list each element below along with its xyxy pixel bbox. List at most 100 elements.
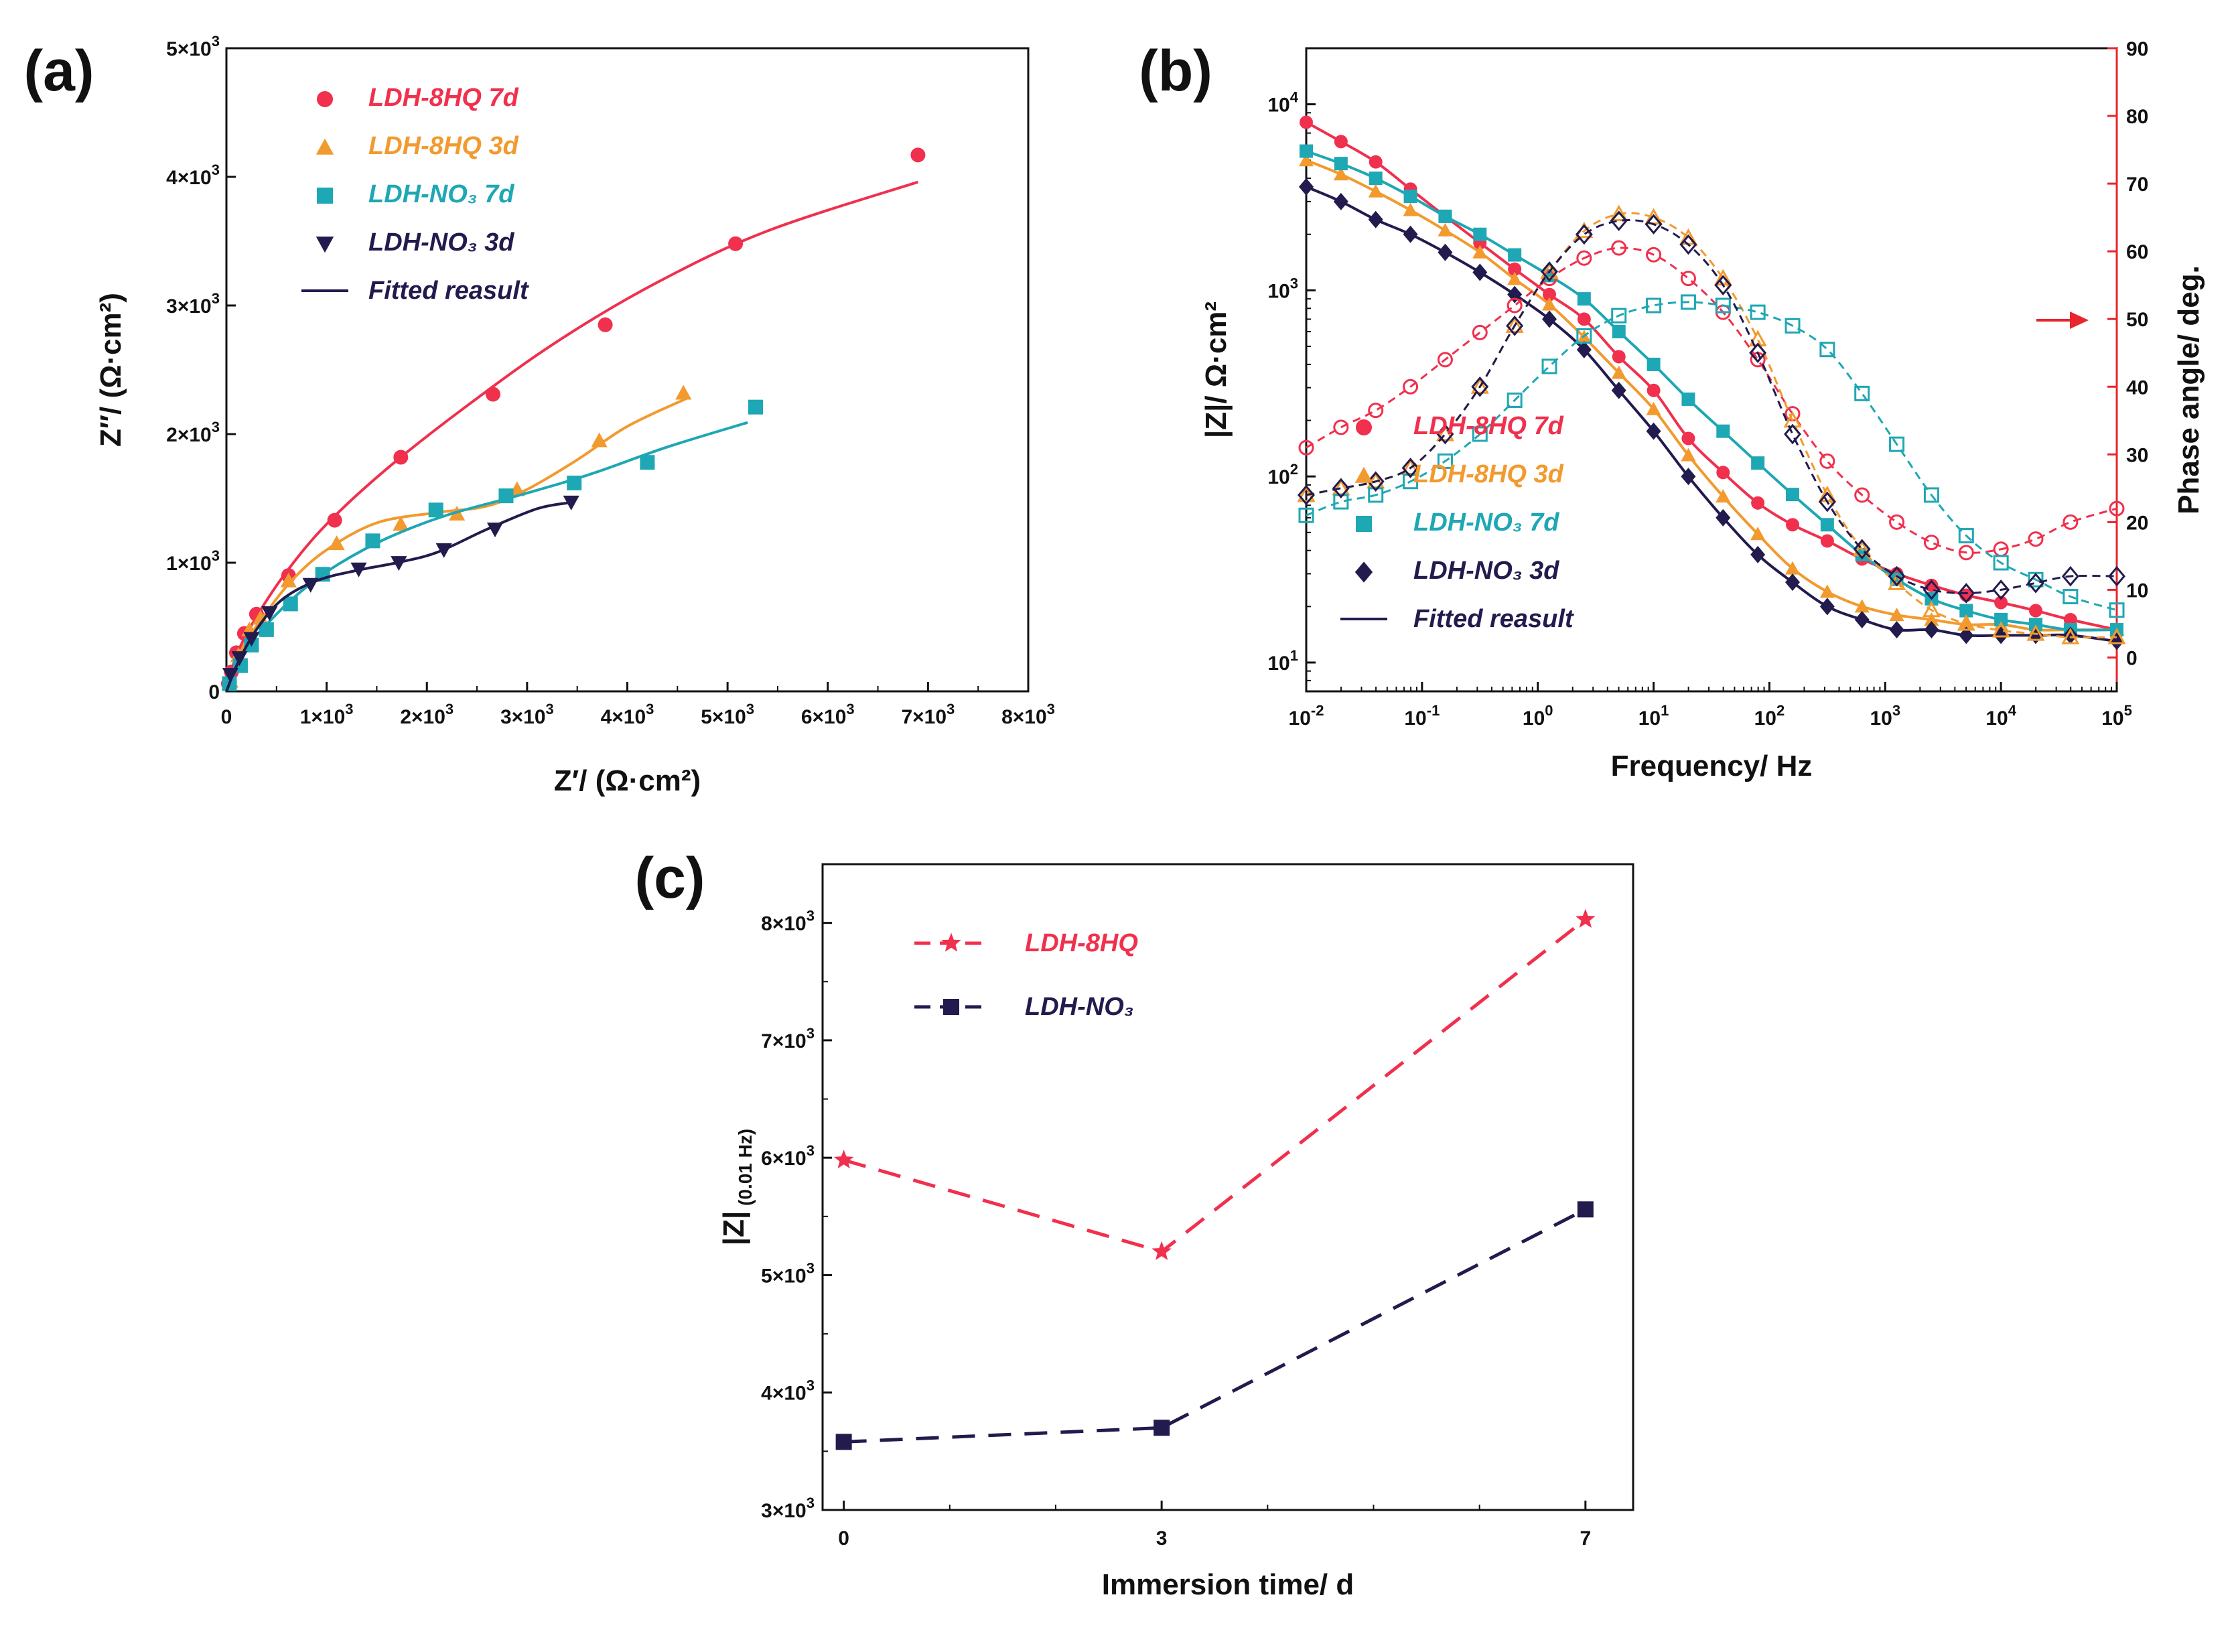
panel-b-y2-tick-label: 20 [2126, 512, 2148, 534]
panel-b-phase-point [1957, 583, 1975, 604]
panel-a-legend-marker [317, 188, 333, 204]
panel-b-phase-point [1854, 487, 1870, 503]
panel-b-modulus-point [1368, 210, 1383, 228]
panel-b-x-tick-label: 103 [1870, 702, 1900, 730]
panel-b-x-axis-label: Frequency/ Hz [1611, 750, 1813, 782]
panel-b-phase-point [1923, 487, 1939, 503]
panel-a-legend-marker [316, 236, 334, 253]
panel-b-phase-point [1298, 507, 1314, 523]
panel-b-modulus-point [1299, 153, 1314, 167]
panel-a-data-point [350, 562, 367, 577]
panel-c-legend-marker [943, 999, 959, 1015]
panel-a-x-tick-label: 3×103 [500, 701, 554, 728]
panel-b-legend-marker [1354, 466, 1373, 483]
panel-b-phase-point [1645, 214, 1663, 235]
panel-b-label: (b) [1139, 39, 1212, 103]
panel-b-modulus-point [1612, 325, 1626, 339]
panel-a-data-point [393, 516, 409, 531]
panel-b-phase-point [1298, 484, 1315, 506]
panel-b-modulus-point [1681, 431, 1695, 445]
panel-b-modulus-point [1438, 243, 1453, 261]
panel-a-y-tick-label: 4×103 [166, 161, 220, 189]
panel-b-phase-point [1818, 491, 1836, 512]
panel-b-x-tick-label: 100 [1523, 702, 1553, 730]
panel-b-modulus-point [1299, 178, 1314, 196]
panel-a-data-point [243, 632, 260, 647]
panel-b-modulus-point [1959, 626, 1974, 644]
panel-a-x-tick-label: 7×103 [901, 701, 955, 728]
panel-a-data-point [435, 543, 452, 558]
panel-b-modulus-point [1577, 312, 1591, 326]
panel-a-data-point [393, 450, 409, 465]
panel-b-modulus-point [1542, 310, 1557, 328]
panel-b-modulus-point [1334, 157, 1348, 171]
panel-a-x-tick-label: 1×103 [300, 701, 354, 728]
panel-b-phase-point [1437, 453, 1453, 469]
panel-a-data-point [328, 535, 345, 551]
panel-b-modulus-point [1750, 545, 1766, 563]
panel-c-y-tick-label: 3×103 [761, 1495, 815, 1522]
panel-b-modulus-point [1508, 262, 1522, 276]
panel-b-phase-point [1611, 307, 1627, 324]
panel-b-modulus-point [1786, 488, 1799, 502]
panel-a-data-point [283, 596, 298, 612]
panel-b-phase-point [1819, 453, 1835, 469]
panel-b-bode: (b)10-2 10-1 100 101 102 103 104 10510110210310… [1139, 38, 2205, 782]
panel-b-legend-marker [1354, 561, 1373, 583]
panel-a-legend-label: LDH-NO₃ 3d [368, 228, 514, 257]
panel-b-phase-point [1750, 304, 1766, 320]
panel-b-y-tick-label: 101 [1267, 647, 1298, 675]
panel-b-phase-arrowhead [2070, 312, 2089, 329]
panel-b-modulus-point [1994, 596, 2008, 610]
panel-a-data-point [728, 236, 744, 251]
panel-a-data-point [252, 610, 269, 625]
panel-a-nyquist: (a) 0 1×103 2×103 3×103 4×103 5×103 6×103 7×103 8… [23, 33, 1054, 797]
panel-c-y-axis-label: |Z| (0.01 Hz) [717, 1129, 756, 1245]
panel-c-data-point [1577, 1201, 1594, 1218]
panel-b-y-axis-label: |Z|/ Ω·cm² [1200, 301, 1233, 438]
panel-b-phase-point [1437, 352, 1453, 368]
panel-b-phase-point [1853, 539, 1872, 557]
panel-b-legend-label: LDH-8HQ 3d [1413, 460, 1564, 488]
panel-b-phase-point [1541, 261, 1558, 282]
panel-a-legend-label: Fitted reasult [368, 277, 529, 305]
panel-b-phase-point [2027, 572, 2044, 594]
panel-b-legend-marker [1356, 516, 1372, 532]
panel-a-data-point [486, 387, 501, 402]
panel-b-y2-tick-label: 40 [2126, 376, 2148, 399]
panel-b-phase-point [1819, 342, 1835, 358]
panel-b-phase-point [2109, 500, 2125, 517]
panel-b-y2-tick-label: 80 [2126, 106, 2148, 128]
panel-b-modulus-point [1716, 508, 1731, 527]
panel-b-legend-label: LDH-8HQ 7d [1413, 412, 1564, 440]
panel-b-phase-point [1610, 210, 1628, 232]
panel-b-phase-point [1472, 324, 1488, 340]
panel-b-modulus-point [1924, 621, 1939, 639]
panel-a-x-tick-label: 5×103 [701, 701, 754, 728]
panel-a-y-tick-label: 1×103 [166, 547, 220, 575]
panel-c-x-axis-label: Immersion time/ d [1102, 1568, 1354, 1601]
panel-a-fit-line [225, 421, 748, 692]
panel-b-phase-point [2108, 565, 2125, 587]
panel-a-x-tick-label: 6×103 [801, 701, 855, 728]
panel-b-phase-fit-line [1306, 219, 2117, 595]
panel-b-modulus-point [1786, 518, 1799, 532]
panel-c-data-point [1576, 908, 1596, 928]
panel-c-x-tick-label: 7 [1580, 1527, 1591, 1550]
panel-b-phase-point [2109, 602, 2125, 618]
panel-a-data-point [675, 385, 692, 400]
panel-b-phase-point [1506, 315, 1524, 336]
panel-b-phase-point [2063, 514, 2079, 530]
panel-b-phase-point [1576, 250, 1592, 266]
panel-b-modulus-point [1820, 518, 1834, 532]
panel-b-phase-point [2061, 565, 2079, 587]
panel-b-y2-tick-label: 30 [2126, 444, 2148, 466]
panel-b-phase-point [1922, 600, 1941, 618]
panel-b-phase-point [1403, 378, 1419, 395]
panel-b-modulus-point [1647, 357, 1661, 371]
panel-b-modulus-point [1333, 167, 1348, 181]
panel-c-data-point [833, 1150, 854, 1169]
panel-b-x-tick-label: 105 [2101, 702, 2132, 730]
panel-c-y-tick-label: 7×103 [761, 1025, 815, 1052]
panel-b-phase-point [1333, 494, 1349, 510]
